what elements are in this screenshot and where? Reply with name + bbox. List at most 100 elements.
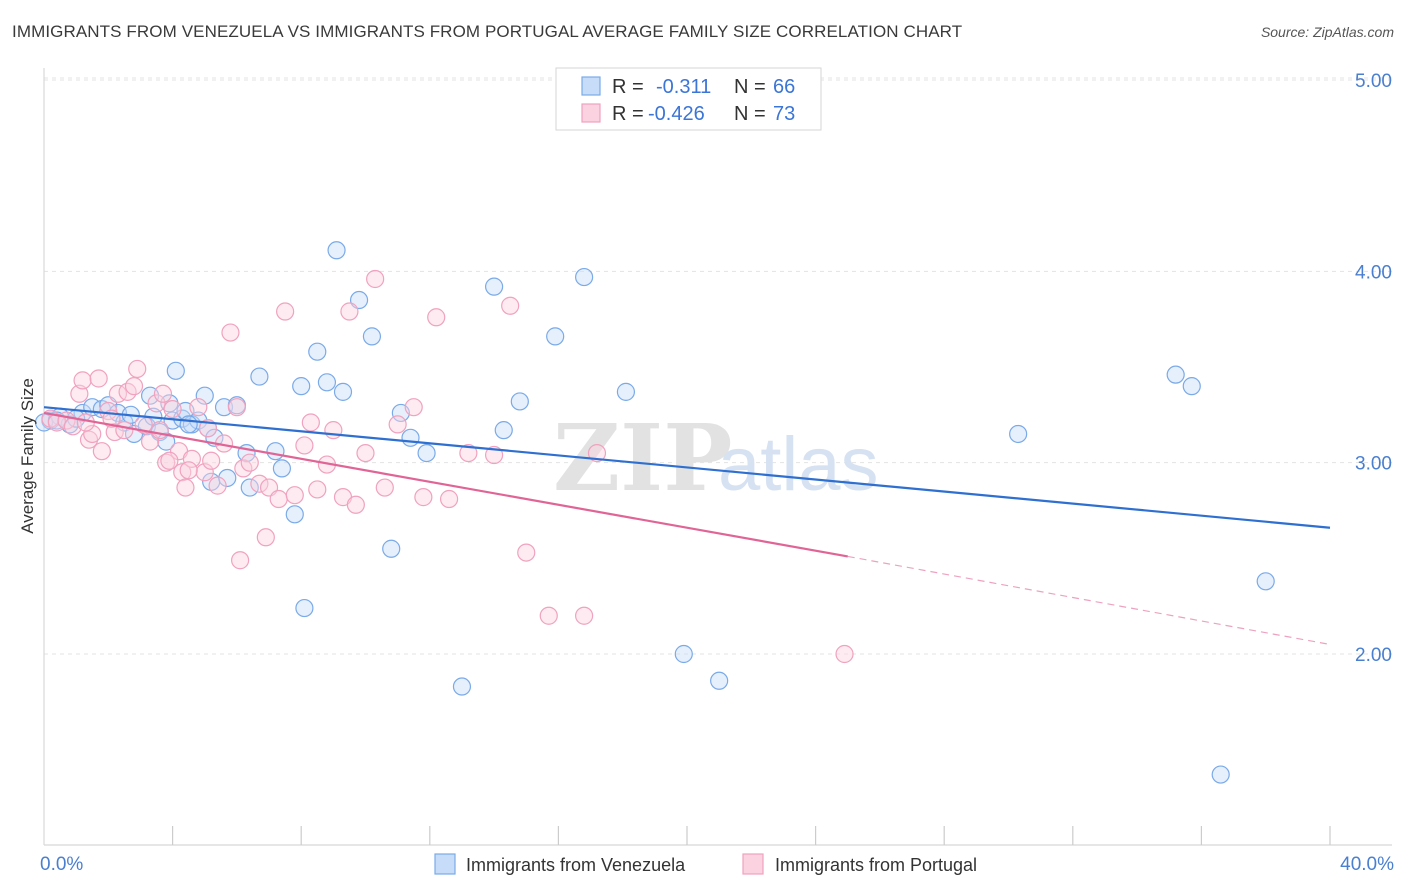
legend-label-portugal: Immigrants from Portugal	[775, 855, 977, 875]
venezuela-trend-line	[43, 406, 1331, 529]
portugal-point-25	[176, 478, 195, 497]
portugal-point-8	[89, 369, 108, 388]
portugal-point-6	[79, 430, 99, 449]
venezuela-point-29	[285, 505, 304, 524]
y-tick-label-1: 3.00	[1355, 454, 1392, 475]
portugal-point-4	[70, 384, 89, 403]
y-axis-title: Average Family Size	[18, 378, 37, 534]
portugal-point-42	[295, 436, 314, 455]
trend-lines	[43, 406, 1331, 646]
stats-n-value-portugal: 73	[773, 103, 795, 125]
portugal-point-48	[340, 302, 359, 321]
portugal-point-32	[221, 323, 240, 342]
venezuela-point-46	[546, 327, 565, 346]
venezuela-point-35	[333, 382, 353, 401]
venezuela-point-45	[510, 392, 529, 411]
venezuela-point-65	[160, 394, 179, 413]
stats-r-label-portugal: R =	[612, 103, 644, 125]
y-tick-label-0: 2.00	[1355, 645, 1392, 666]
portugal-point-51	[366, 269, 385, 289]
venezuela-point-62	[240, 478, 259, 497]
portugal-point-52	[375, 478, 394, 497]
portugal-point-65	[835, 644, 854, 664]
portugal-point-64	[587, 444, 607, 463]
venezuela-point-44	[494, 421, 513, 440]
data-points	[34, 241, 1275, 784]
portugal-point-20	[153, 384, 173, 403]
venezuela-point-34	[327, 241, 346, 260]
y-tick-labels: 2.00 3.00 4.00 5.00	[1355, 71, 1392, 666]
portugal-point-50	[356, 444, 375, 463]
venezuela-point-15	[166, 361, 185, 380]
chart-title: IMMIGRANTS FROM VENEZUELA VS IMMIGRANTS …	[12, 22, 963, 41]
portugal-point-58	[459, 444, 478, 463]
venezuela-point-26	[250, 367, 269, 386]
venezuela-point-20	[195, 386, 214, 405]
portugal-point-26	[182, 449, 201, 468]
portugal-point-53	[388, 415, 407, 434]
legend-swatch-venezuela	[434, 853, 456, 875]
portugal-point-16	[128, 359, 147, 379]
series-legend: Immigrants from Venezuela Immigrants fro…	[434, 853, 977, 875]
y-tick-label-3: 5.00	[1355, 71, 1392, 92]
portugal-point-61	[517, 543, 536, 562]
portugal-point-30	[208, 476, 227, 495]
portugal-point-54	[404, 398, 423, 417]
venezuela-point-37	[362, 327, 382, 346]
portugal-point-55	[414, 488, 433, 507]
portugal-point-60	[501, 296, 520, 315]
portugal-point-5	[73, 371, 92, 390]
venezuela-point-30	[292, 377, 311, 396]
venezuela-point-54	[1211, 765, 1230, 784]
portugal-point-35	[240, 453, 259, 472]
venezuela-point-27	[266, 442, 285, 461]
portugal-point-22	[163, 399, 182, 419]
venezuela-point-59	[179, 415, 198, 434]
venezuela-point-41	[417, 444, 436, 463]
portugal-point-71	[150, 421, 169, 440]
portugal-point-67	[160, 451, 179, 470]
x-tick-label-1: 40.0%	[1340, 854, 1394, 875]
portugal-trend-extension	[847, 555, 1331, 646]
stats-n-value-venezuela: 66	[773, 76, 795, 98]
venezuela-point-31	[295, 598, 314, 618]
venezuela-point-51	[1009, 424, 1028, 444]
stats-r-value-portugal: -0.426	[648, 103, 705, 125]
venezuela-point-42	[452, 677, 472, 696]
venezuela-point-13	[157, 432, 176, 451]
venezuela-point-55	[1256, 572, 1275, 591]
venezuela-point-43	[485, 277, 504, 296]
portugal-point-62	[539, 606, 558, 625]
legend-swatch-portugal	[742, 853, 764, 875]
portugal-point-15	[124, 377, 144, 396]
x-tick-label-0: 0.0%	[40, 854, 83, 875]
portugal-point-68	[179, 461, 198, 480]
venezuela-point-50	[710, 671, 729, 690]
portugal-point-36	[250, 474, 269, 493]
portugal-point-66	[231, 551, 250, 570]
venezuela-point-28	[272, 459, 292, 478]
stats-n-label-portugal: N =	[734, 103, 766, 125]
portugal-point-29	[202, 451, 221, 470]
portugal-point-46	[324, 421, 343, 440]
portugal-point-40	[276, 302, 295, 321]
source-label: Source: ZipAtlas.com	[1260, 24, 1394, 40]
portugal-point-21	[157, 453, 176, 472]
legend-label-venezuela: Immigrants from Venezuela	[466, 855, 686, 875]
venezuela-point-38	[382, 539, 401, 558]
x-tick-labels: 0.0% 40.0%	[40, 854, 1394, 875]
portugal-point-24	[173, 463, 192, 482]
stats-legend: R = -0.311 N = 66 R = -0.426 N = 73	[555, 67, 822, 131]
watermark: ZIP atlas	[553, 404, 879, 512]
venezuela-point-52	[1166, 365, 1185, 384]
venezuela-point-33	[317, 373, 337, 392]
venezuela-point-40	[401, 428, 420, 447]
portugal-point-49	[346, 495, 365, 514]
portugal-point-27	[189, 398, 208, 417]
portugal-point-33	[227, 398, 246, 417]
portugal-point-41	[285, 486, 304, 505]
portugal-point-7	[83, 424, 102, 444]
portugal-point-56	[427, 308, 446, 327]
portugal-point-37	[256, 528, 275, 547]
